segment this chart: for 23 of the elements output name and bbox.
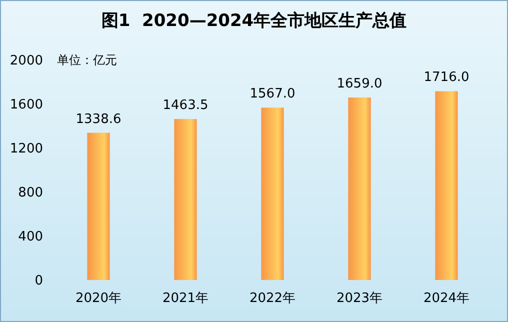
bar bbox=[174, 119, 197, 280]
bar bbox=[348, 98, 371, 280]
y-tick-label: 2000 bbox=[10, 54, 43, 69]
data-label: 1567.0 bbox=[250, 86, 296, 102]
data-label: 1338.6 bbox=[76, 112, 122, 127]
y-tick-label: 1200 bbox=[10, 142, 43, 157]
y-tick-label: 0 bbox=[34, 274, 43, 289]
x-tick-label: 2020年 bbox=[75, 291, 122, 306]
bar bbox=[261, 108, 284, 280]
y-tick-label: 1600 bbox=[10, 98, 43, 113]
data-label: 1463.5 bbox=[162, 98, 208, 114]
x-tick-label: 2024年 bbox=[423, 291, 470, 306]
data-label: 1716.0 bbox=[424, 70, 470, 86]
y-tick-label: 800 bbox=[18, 186, 43, 201]
data-label: 1659.0 bbox=[336, 76, 382, 92]
annotation: 单位：亿元 bbox=[57, 53, 117, 67]
y-tick-label: 400 bbox=[18, 230, 43, 245]
chart-title: 图1 2020—2024年全市地区生产总值 bbox=[101, 11, 407, 31]
x-tick-label: 2021年 bbox=[162, 291, 209, 306]
bar bbox=[435, 91, 458, 280]
x-tick-label: 2022年 bbox=[249, 291, 296, 306]
x-tick-label: 2023年 bbox=[336, 291, 383, 306]
bar bbox=[87, 132, 110, 280]
